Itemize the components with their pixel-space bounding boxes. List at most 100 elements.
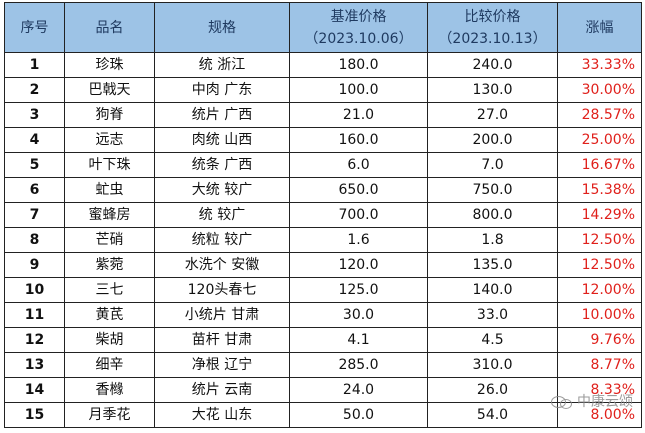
cell-change: 25.00% xyxy=(557,127,642,153)
wechat-icon xyxy=(551,393,573,409)
cell-spec: 中肉 广东 xyxy=(154,77,290,103)
cell-name: 月季花 xyxy=(64,402,155,428)
header-compare-price-label: 比较价格 xyxy=(464,8,521,25)
cell-no: 10 xyxy=(4,277,65,303)
cell-base-price: 650.0 xyxy=(289,177,428,203)
cell-no: 4 xyxy=(4,127,65,153)
cell-compare-price: 800.0 xyxy=(427,202,558,228)
cell-no: 3 xyxy=(4,102,65,128)
cell-base-price: 100.0 xyxy=(289,77,428,103)
cell-change: 15.38% xyxy=(557,177,642,203)
cell-name: 远志 xyxy=(64,127,155,153)
cell-name: 珍珠 xyxy=(64,52,155,78)
cell-change: 30.00% xyxy=(557,77,642,103)
cell-name: 紫菀 xyxy=(64,252,155,278)
cell-spec: 苗杆 甘肃 xyxy=(154,327,290,353)
cell-change: 8.00% xyxy=(557,402,642,428)
header-compare-price: 比较价格 （2023.10.13） xyxy=(427,2,558,53)
cell-base-price: 21.0 xyxy=(289,102,428,128)
cell-spec: 大统 较广 xyxy=(154,177,290,203)
cell-base-price: 125.0 xyxy=(289,277,428,303)
cell-compare-price: 26.0 xyxy=(427,377,558,403)
cell-name: 巴戟天 xyxy=(64,77,155,103)
header-base-date: （2023.10.06） xyxy=(304,30,413,47)
cell-no: 12 xyxy=(4,327,65,353)
cell-no: 13 xyxy=(4,352,65,378)
watermark-text: 中康云颂 xyxy=(577,394,633,410)
cell-base-price: 285.0 xyxy=(289,352,428,378)
cell-name: 叶下珠 xyxy=(64,152,155,178)
header-name: 品名 xyxy=(64,2,155,53)
cell-base-price: 180.0 xyxy=(289,52,428,78)
cell-no: 9 xyxy=(4,252,65,278)
cell-change: 12.50% xyxy=(557,252,642,278)
cell-spec: 统 较广 xyxy=(154,202,290,228)
cell-compare-price: 54.0 xyxy=(427,402,558,428)
cell-name: 黄芪 xyxy=(64,302,155,328)
cell-no: 14 xyxy=(4,377,65,403)
cell-spec: 水洗个 安徽 xyxy=(154,252,290,278)
table-row: 12 柴胡 苗杆 甘肃 4.1 4.5 9.76% xyxy=(4,327,642,353)
cell-base-price: 24.0 xyxy=(289,377,428,403)
watermark: 中康云颂 xyxy=(551,391,633,411)
cell-compare-price: 4.5 xyxy=(427,327,558,353)
header-compare-date: （2023.10.13） xyxy=(438,30,547,47)
cell-compare-price: 240.0 xyxy=(427,52,558,78)
header-base-price: 基准价格 （2023.10.06） xyxy=(289,2,428,53)
cell-spec: 肉统 山西 xyxy=(154,127,290,153)
cell-compare-price: 750.0 xyxy=(427,177,558,203)
price-change-table: 序号 品名 规格 基准价格 （2023.10.06） 比较价格 （2023.10… xyxy=(4,2,642,428)
cell-spec: 大花 山东 xyxy=(154,402,290,428)
table-row: 8 芒硝 统粒 较广 1.6 1.8 12.50% xyxy=(4,227,642,253)
cell-name: 香橼 xyxy=(64,377,155,403)
header-change: 涨幅 xyxy=(557,2,642,53)
cell-change: 10.00% xyxy=(557,302,642,328)
cell-compare-price: 310.0 xyxy=(427,352,558,378)
table-row: 7 蜜蜂房统 较广 700.0 800.0 14.29% xyxy=(4,202,642,228)
cell-no: 1 xyxy=(4,52,65,78)
table-row: 14 香橼 统片 云南 24.0 26.0 8.33% xyxy=(4,377,642,403)
table-row: 10 三七 120头春七 125.0 140.0 12.00% xyxy=(4,277,642,303)
cell-base-price: 30.0 xyxy=(289,302,428,328)
cell-change: 16.67% xyxy=(557,152,642,178)
cell-spec: 统片 云南 xyxy=(154,377,290,403)
header-base-price-label: 基准价格 xyxy=(330,8,387,25)
cell-name: 虻虫 xyxy=(64,177,155,203)
table-row: 11 黄芪 小统片 甘肃 30.0 33.0 10.00% xyxy=(4,302,642,328)
table-row: 4 远志 肉统 山西 160.0 200.0 25.00% xyxy=(4,127,642,153)
header-spec: 规格 xyxy=(154,2,290,53)
cell-compare-price: 7.0 xyxy=(427,152,558,178)
cell-no: 7 xyxy=(4,202,65,228)
cell-compare-price: 33.0 xyxy=(427,302,558,328)
cell-change: 8.77% xyxy=(557,352,642,378)
cell-compare-price: 140.0 xyxy=(427,277,558,303)
cell-name: 柴胡 xyxy=(64,327,155,353)
cell-spec: 统片 广西 xyxy=(154,102,290,128)
cell-name: 三七 xyxy=(64,277,155,303)
cell-no: 5 xyxy=(4,152,65,178)
cell-no: 15 xyxy=(4,402,65,428)
cell-base-price: 1.6 xyxy=(289,227,428,253)
cell-base-price: 700.0 xyxy=(289,202,428,228)
table-row: 9 紫菀 水洗个 安徽 120.0 135.0 12.50% xyxy=(4,252,642,278)
cell-name: 狗脊 xyxy=(64,102,155,128)
table-row: 6 虻虫 大统 较广 650.0 750.0 15.38% xyxy=(4,177,642,203)
cell-spec: 统条 广西 xyxy=(154,152,290,178)
cell-name: 蜜蜂房 xyxy=(64,202,155,228)
cell-spec: 120头春七 xyxy=(154,277,290,303)
cell-spec: 统 浙江 xyxy=(154,52,290,78)
table-row: 1 珍珠统 浙江 180.0 240.0 33.33% xyxy=(4,52,642,78)
header-row: 序号 品名 规格 基准价格 （2023.10.06） 比较价格 （2023.10… xyxy=(4,2,642,53)
table-row: 3 狗脊 统片 广西 21.0 27.0 28.57% xyxy=(4,102,642,128)
cell-base-price: 4.1 xyxy=(289,327,428,353)
header-no: 序号 xyxy=(4,2,65,53)
cell-compare-price: 130.0 xyxy=(427,77,558,103)
cell-no: 8 xyxy=(4,227,65,253)
cell-spec: 净根 辽宁 xyxy=(154,352,290,378)
cell-no: 11 xyxy=(4,302,65,328)
table-row: 13 细辛 净根 辽宁 285.0 310.0 8.77% xyxy=(4,352,642,378)
table-row: 15 月季花 大花 山东 50.0 54.0 8.00% xyxy=(4,402,642,428)
cell-no: 6 xyxy=(4,177,65,203)
cell-change: 14.29% xyxy=(557,202,642,228)
